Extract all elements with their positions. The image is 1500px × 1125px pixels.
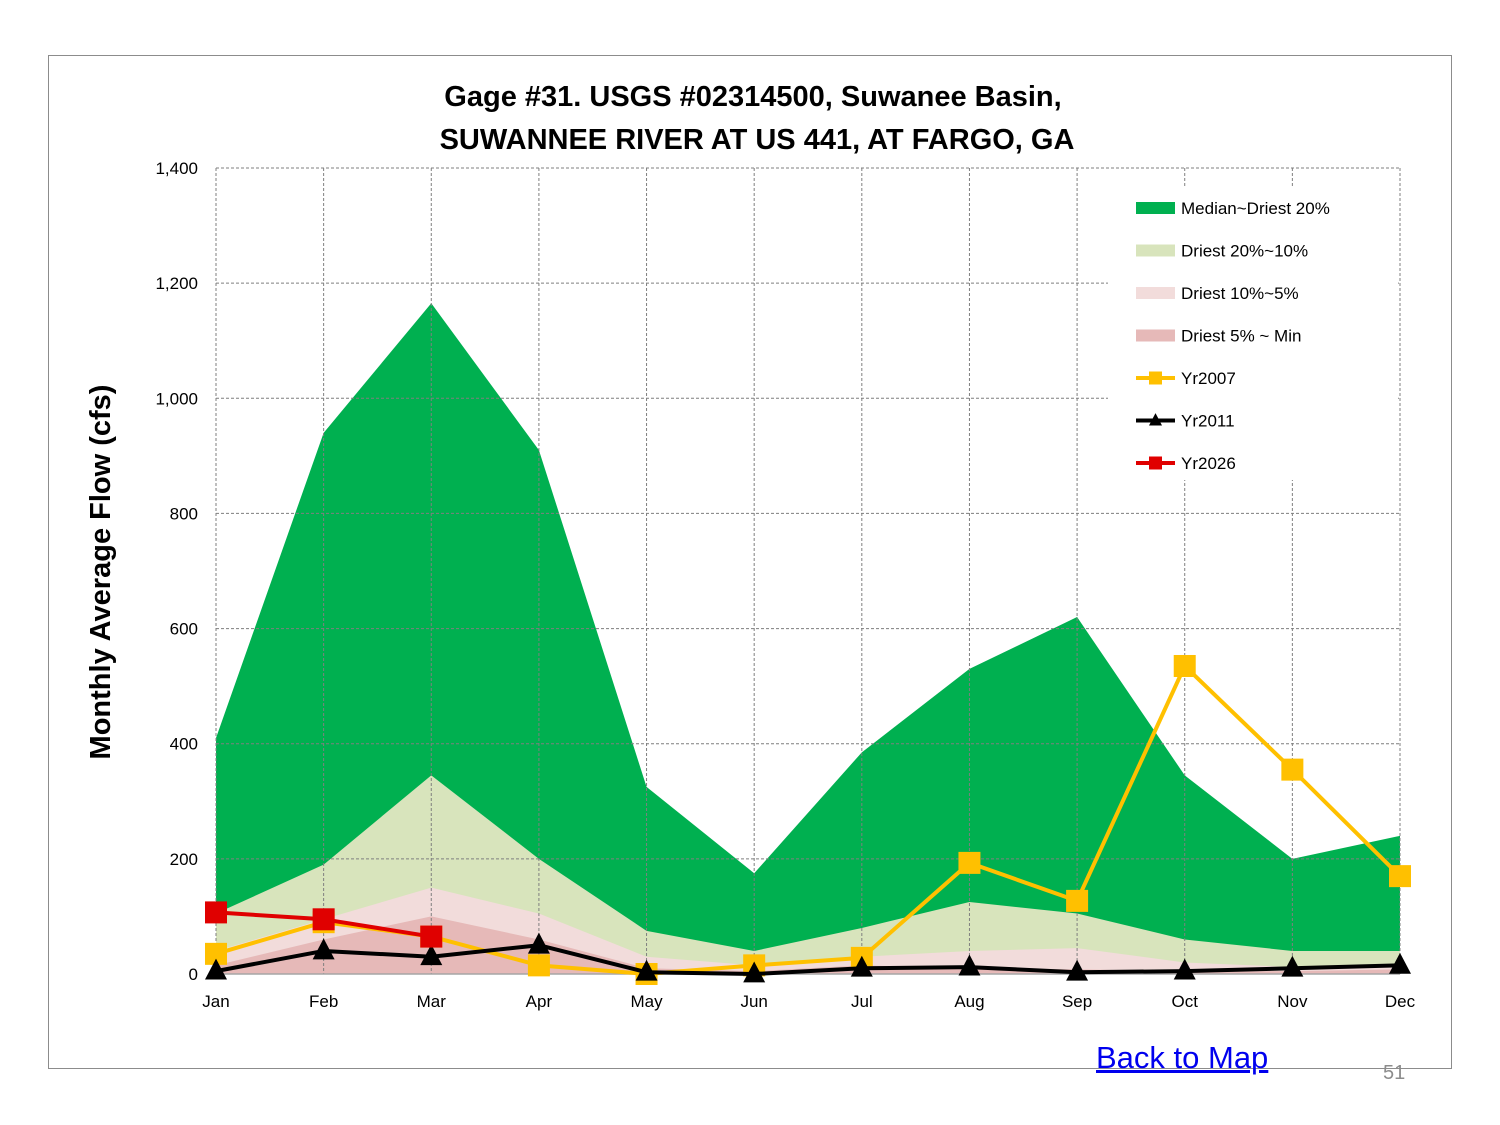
point-yr2011 (1281, 955, 1304, 977)
point-yr2011 (312, 938, 335, 960)
legend-marker (1149, 371, 1162, 385)
point-yr2007 (205, 942, 227, 965)
legend-label: Driest 20%~10% (1181, 242, 1308, 261)
point-yr2011 (635, 959, 658, 981)
point-yr2007 (527, 954, 550, 977)
x-tick-label: Oct (1172, 992, 1199, 1011)
legend-marker (1149, 413, 1162, 426)
legend-label: Yr2026 (1181, 454, 1236, 473)
point-yr2011 (420, 944, 443, 966)
point-yr2026 (420, 925, 443, 948)
legend-swatch (1136, 202, 1175, 214)
x-tick-label: Jun (740, 992, 767, 1011)
y-tick-label: 800 (170, 504, 198, 523)
point-yr2007 (958, 851, 981, 874)
legend-label: Median~Driest 20% (1181, 199, 1330, 218)
point-yr2026 (205, 901, 227, 924)
point-yr2011 (1066, 959, 1089, 981)
back-to-map-link[interactable]: Back to Map (1096, 1040, 1269, 1075)
legend-swatch (1136, 287, 1175, 299)
series-layer (205, 654, 1411, 985)
point-yr2011 (1173, 958, 1196, 980)
x-tick-label: May (630, 992, 663, 1011)
point-yr2011 (850, 955, 873, 977)
legend-label: Yr2007 (1181, 369, 1236, 388)
y-tick-label: 600 (170, 620, 198, 639)
point-yr2011 (743, 961, 766, 983)
x-tick-label: Jan (202, 992, 229, 1011)
chart-title-line-1: Gage #31. USGS #02314500, Suwanee Basin, (444, 81, 1061, 113)
point-yr2011 (958, 954, 981, 976)
series-line-yr2011 (215, 943, 1401, 976)
x-tick-label: Jul (851, 992, 873, 1011)
x-tick-label: Aug (954, 992, 984, 1011)
page-number: 51 (1383, 1062, 1406, 1084)
x-tick-label: Apr (526, 992, 553, 1011)
point-yr2011 (527, 932, 550, 954)
y-axis-label: Monthly Average Flow (cfs) (85, 385, 117, 760)
point-yr2007 (1281, 758, 1304, 781)
slide-frame (48, 55, 1452, 1069)
legend-swatch (1136, 244, 1175, 257)
point-yr2007 (1389, 865, 1411, 888)
legend-swatch (1136, 329, 1175, 342)
legend-label: Driest 5% ~ Min (1181, 327, 1301, 346)
legend-marker (1149, 456, 1162, 470)
y-tick-label: 1,000 (155, 389, 198, 408)
point-yr2007 (1173, 654, 1196, 677)
x-tick-label: Feb (309, 992, 338, 1011)
point-yr2011 (1389, 952, 1411, 974)
x-tick-label: Mar (417, 992, 447, 1011)
legend: Median~Driest 20% Driest 20%~10% Driest 10… (1108, 186, 1398, 480)
chart-title-line-2: SUWANNEE RIVER AT US 441, AT FARGO, GA (440, 124, 1075, 156)
ticks-layer: 0 200 400 600 800 1,000 1,200 1,400 Jan Feb Mar Apr… (155, 159, 1415, 1011)
x-tick-label: Nov (1277, 992, 1308, 1011)
point-yr2011 (205, 958, 227, 980)
legend-label: Yr2011 (1181, 412, 1235, 431)
x-tick-label: Sep (1062, 992, 1092, 1011)
point-yr2026 (312, 908, 335, 931)
y-tick-label: 0 (189, 965, 198, 984)
y-tick-label: 1,400 (155, 159, 198, 178)
y-tick-label: 200 (170, 850, 198, 869)
x-tick-label: Dec (1385, 992, 1416, 1011)
band-1 (216, 303, 1400, 974)
y-tick-label: 1,200 (155, 274, 198, 293)
point-yr2007 (1066, 889, 1089, 912)
legend-label: Driest 10%~5% (1181, 284, 1299, 303)
y-tick-label: 400 (170, 735, 198, 754)
